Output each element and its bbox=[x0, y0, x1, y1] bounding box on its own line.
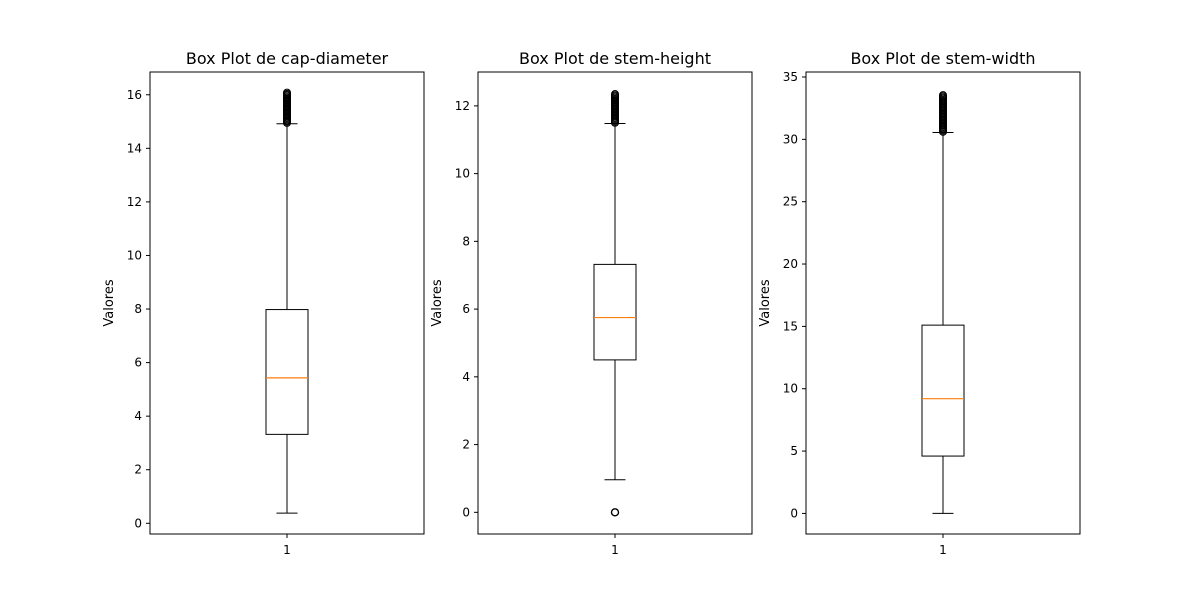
outlier-point bbox=[939, 91, 947, 100]
y-tick-label: 10 bbox=[455, 167, 470, 181]
y-tick-label: 6 bbox=[134, 356, 142, 370]
subplot-title: Box Plot de cap-diameter bbox=[186, 49, 389, 68]
y-tick-label: 8 bbox=[462, 234, 470, 248]
y-tick-label: 30 bbox=[783, 132, 798, 146]
axes-frame bbox=[805, 71, 1081, 535]
subplot-title: Box Plot de stem-height bbox=[519, 49, 711, 68]
outlier-point bbox=[611, 90, 619, 99]
y-tick-label: 16 bbox=[127, 88, 142, 102]
y-axis-label: Valores bbox=[430, 279, 445, 326]
y-axis-label: Valores bbox=[102, 279, 117, 326]
y-tick-label: 4 bbox=[134, 409, 142, 423]
y-tick-label: 0 bbox=[790, 506, 798, 520]
y-tick-label: 6 bbox=[462, 302, 470, 316]
subplot-3: Box Plot de stem-width Valores 0 5 10 15 20 25 3… bbox=[758, 49, 1081, 557]
subplot-title: Box Plot de stem-width bbox=[850, 49, 1035, 68]
axes-frame bbox=[149, 71, 425, 535]
y-tick-label: 10 bbox=[783, 382, 798, 396]
y-tick-label: 12 bbox=[455, 99, 470, 113]
iqr-box bbox=[265, 309, 309, 435]
y-tick-label: 35 bbox=[783, 70, 798, 84]
y-tick-label: 2 bbox=[134, 463, 142, 477]
y-tick-label: 20 bbox=[783, 257, 798, 271]
y-tick-label: 4 bbox=[462, 370, 470, 384]
outlier-point bbox=[610, 508, 620, 517]
y-tick-label: 12 bbox=[127, 195, 142, 209]
axes-frame bbox=[477, 71, 753, 535]
y-tick-label: 0 bbox=[134, 516, 142, 530]
y-tick-label: 0 bbox=[462, 505, 470, 519]
subplot-1: Box Plot de cap-diameter Valores 0 2 4 6 8 10 12… bbox=[102, 49, 425, 557]
y-tick-label: 2 bbox=[462, 438, 470, 452]
y-tick-label: 10 bbox=[127, 248, 142, 262]
y-tick-label: 5 bbox=[790, 444, 798, 458]
x-tick-label: 1 bbox=[939, 543, 947, 557]
y-tick-label: 25 bbox=[783, 195, 798, 209]
iqr-box bbox=[593, 263, 637, 361]
subplot-2: Box Plot de stem-height Valores 0 2 4 6 8 10 12 1 bbox=[430, 49, 753, 557]
y-tick-label: 14 bbox=[127, 141, 142, 155]
iqr-box bbox=[921, 324, 965, 457]
y-axis-label: Valores bbox=[758, 279, 773, 326]
y-tick-label: 8 bbox=[134, 302, 142, 316]
x-tick-label: 1 bbox=[283, 543, 291, 557]
outlier-point bbox=[283, 88, 291, 97]
x-tick-label: 1 bbox=[611, 543, 619, 557]
y-tick-label: 15 bbox=[783, 319, 798, 333]
